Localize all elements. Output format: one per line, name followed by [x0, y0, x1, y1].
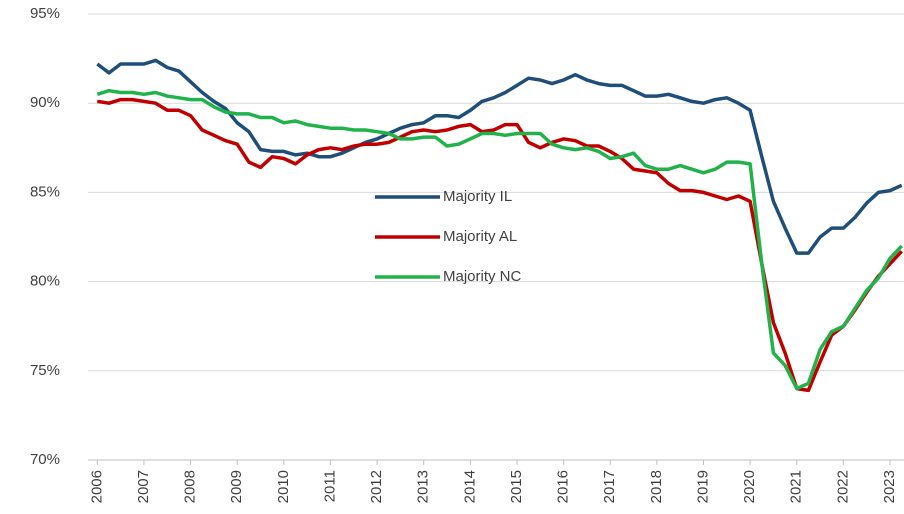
y-tick-label: 75% — [30, 362, 60, 379]
y-tick-label: 70% — [30, 451, 60, 468]
x-tick-label: 2014 — [461, 470, 478, 503]
x-tick-label: 2020 — [741, 470, 758, 503]
series-line — [96, 88, 903, 391]
x-tick-label: 2021 — [788, 470, 805, 503]
x-tick-label: 2011 — [321, 470, 338, 502]
x-tick-label: 2013 — [415, 470, 432, 503]
x-tick-label: 2010 — [275, 470, 292, 503]
x-tick-label: 2022 — [834, 470, 851, 503]
x-tick-label: 2009 — [228, 470, 245, 503]
legend-label: Majority IL — [443, 188, 512, 205]
y-tick-label: 85% — [30, 183, 60, 200]
legend-label: Majority NC — [443, 268, 522, 285]
x-tick-label: 2023 — [881, 470, 898, 503]
legend-label: Majority AL — [443, 228, 517, 245]
x-tick-label: 2008 — [182, 470, 199, 503]
y-tick-label: 95% — [30, 5, 60, 22]
x-tick-label: 2006 — [88, 470, 105, 503]
x-tick-label: 2007 — [135, 470, 152, 503]
x-tick-label: 2017 — [601, 470, 618, 503]
y-tick-label: 90% — [30, 94, 60, 111]
x-tick-label: 2015 — [508, 470, 525, 503]
y-tick-label: 80% — [30, 273, 60, 290]
series-line — [96, 58, 903, 255]
x-tick-label: 2019 — [694, 470, 711, 503]
x-tick-label: 2012 — [368, 470, 385, 503]
x-tick-label: 2018 — [648, 470, 665, 503]
series-line — [97, 97, 903, 393]
x-tick-label: 2016 — [555, 470, 572, 503]
